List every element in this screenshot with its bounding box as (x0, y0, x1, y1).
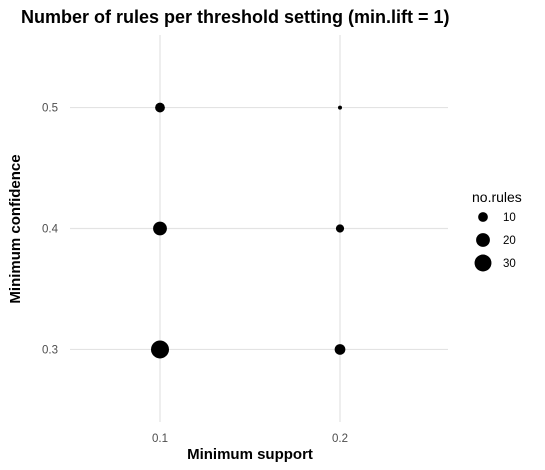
data-point (338, 105, 342, 110)
data-point (155, 102, 165, 113)
y-tick-label: 0.3 (42, 344, 58, 356)
points-layer (151, 102, 346, 359)
x-axis-title: Minimum support (187, 446, 313, 463)
legend-label: 30 (503, 258, 516, 270)
y-tick-label: 0.5 (42, 103, 58, 115)
legend-label: 10 (503, 212, 516, 224)
data-point (335, 224, 345, 233)
legend-key (476, 233, 490, 247)
grid-layer (70, 35, 448, 422)
y-tick-label: 0.4 (42, 224, 59, 236)
data-point (334, 344, 346, 355)
x-tick-label: 0.1 (152, 433, 168, 445)
x-tick-labels: 0.1 0.2 (152, 433, 348, 445)
legend-label: 20 (503, 235, 516, 247)
legend-items: 10 20 30 (474, 212, 516, 272)
y-axis-title: Minimum confidence (7, 154, 24, 303)
y-tick-labels: 0.3 0.4 0.5 (42, 103, 59, 357)
legend-key (478, 212, 488, 222)
chart-title: Number of rules per threshold setting (m… (21, 7, 450, 27)
x-tick-label: 0.2 (332, 433, 348, 445)
legend-title: no.rules (472, 189, 522, 205)
legend: no.rules 10 20 30 (472, 189, 522, 272)
legend-key (474, 254, 492, 272)
data-point (153, 221, 167, 236)
data-point (151, 340, 169, 359)
